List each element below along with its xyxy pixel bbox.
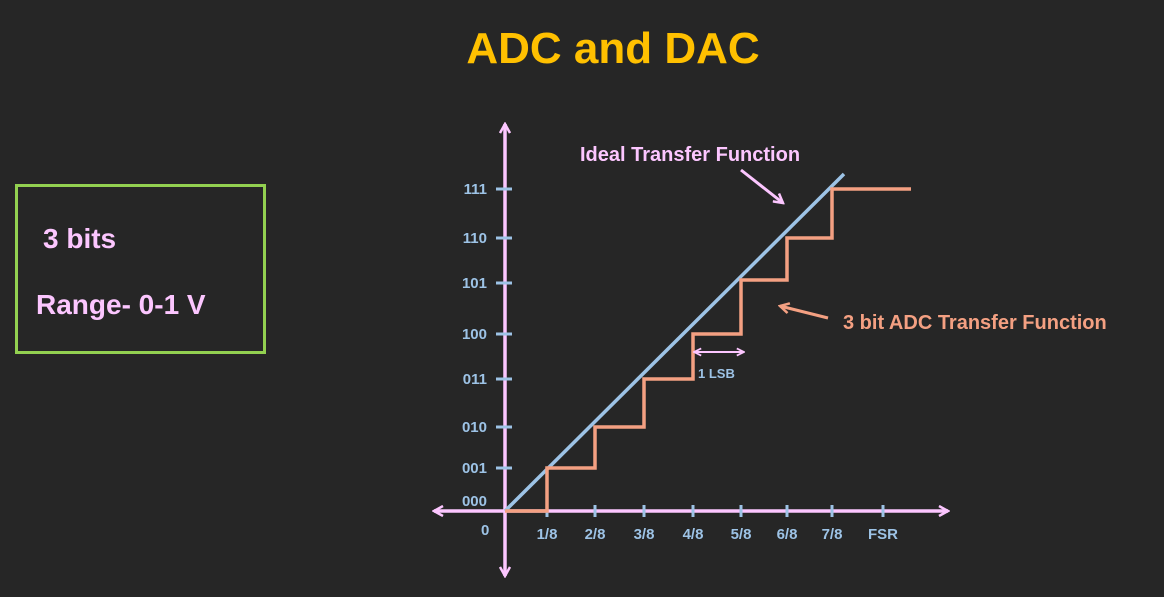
range-label: Range- 0-1 V <box>36 289 206 320</box>
x-tick-label: 6/8 <box>777 526 798 543</box>
y-tick-label: 100 <box>462 326 487 343</box>
x-tick-label: 5/8 <box>731 526 752 543</box>
y-tick-group: 000 001 010 011 100 101 110 111 <box>462 181 512 510</box>
bits-label: 3 bits <box>43 223 117 254</box>
x-tick-group: 1/8 2/8 3/8 4/8 5/8 6/8 7/8 FSR <box>537 505 898 543</box>
y-tick-label: 101 <box>462 275 487 292</box>
origin-label: 0 <box>481 522 489 539</box>
y-tick-label: 001 <box>462 460 487 477</box>
adc-pointer-arrow <box>780 306 829 320</box>
adc-staircase <box>505 187 911 513</box>
slide-title: ADC and DAC <box>466 24 760 73</box>
adc-transfer-label: 3 bit ADC Transfer Function <box>843 312 1107 334</box>
spec-box: 3 bits Range- 0-1 V <box>15 184 266 354</box>
ideal-transfer-label: Ideal Transfer Function <box>580 144 800 166</box>
x-tick-label: FSR <box>868 526 898 543</box>
y-tick-label: 000 <box>462 493 487 510</box>
ideal-pointer-arrow <box>740 168 783 203</box>
x-tick-label: 2/8 <box>585 526 606 543</box>
x-tick-label: 1/8 <box>537 526 558 543</box>
y-tick-label: 011 <box>463 371 487 388</box>
x-tick-label: 4/8 <box>683 526 704 543</box>
ideal-transfer-line <box>503 172 846 513</box>
lsb-label: 1 LSB <box>698 366 735 381</box>
x-tick-label: 7/8 <box>822 526 843 543</box>
y-tick-label: 110 <box>463 230 487 247</box>
y-tick-label: 111 <box>464 181 487 198</box>
y-tick-label: 010 <box>462 419 487 436</box>
x-tick-label: 3/8 <box>634 526 655 543</box>
